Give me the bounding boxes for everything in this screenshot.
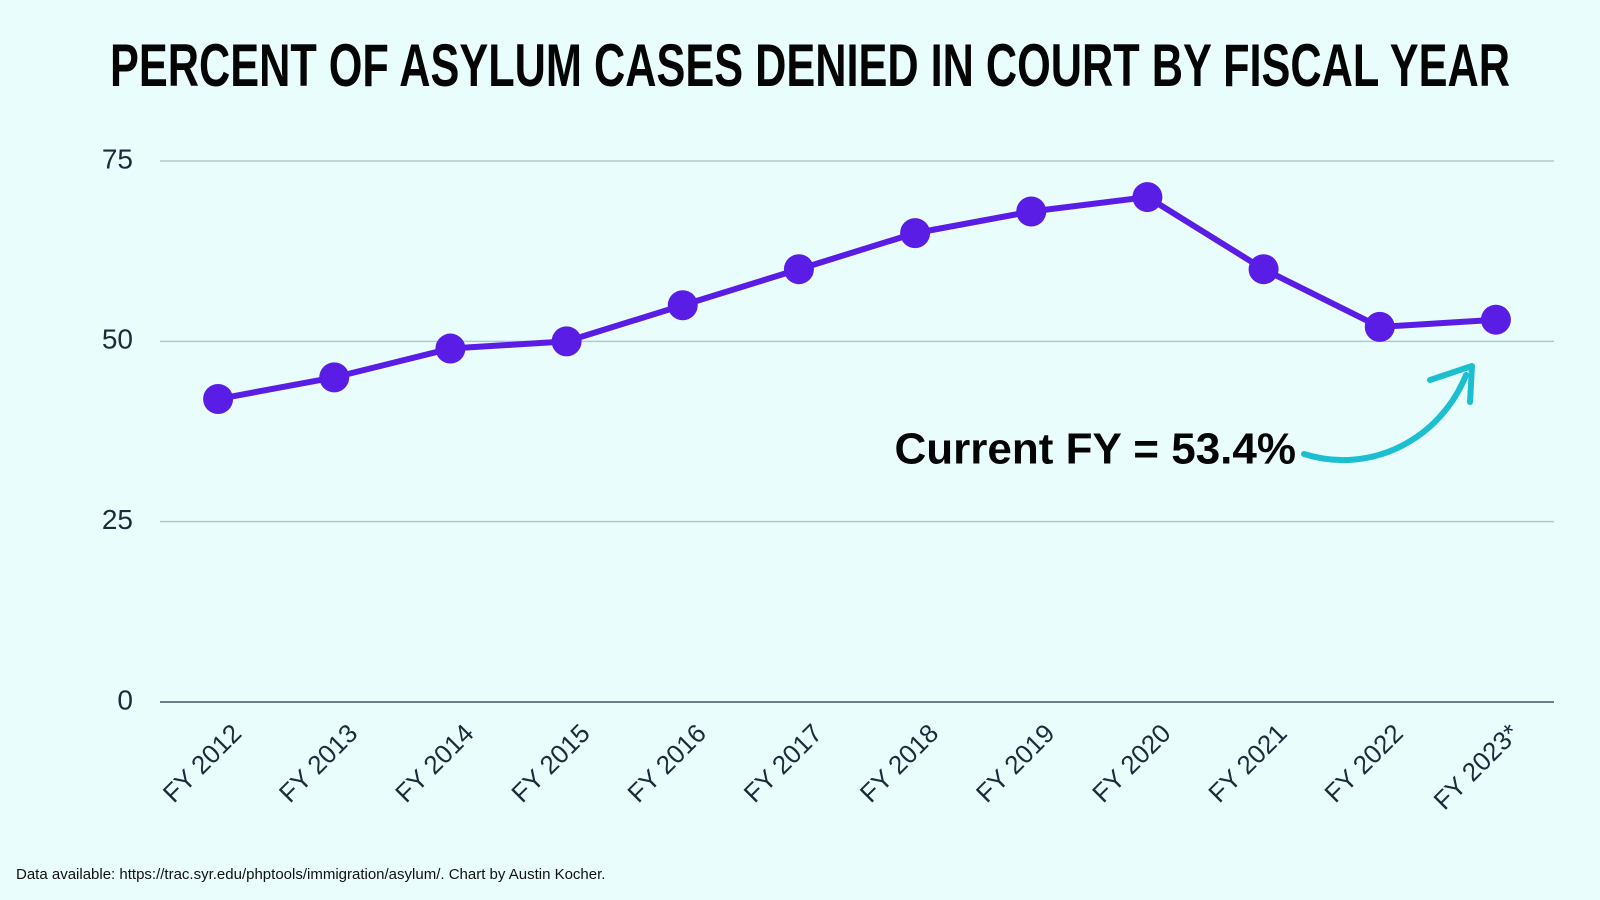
x-tick-label: FY 2017 (738, 718, 828, 808)
x-tick-label: FY 2016 (621, 718, 711, 808)
data-point (551, 326, 582, 357)
x-tick-label: FY 2013 (273, 718, 363, 808)
x-tick-label: FY 2019 (970, 718, 1060, 808)
y-tick-label: 50 (102, 324, 133, 355)
y-tick-label: 75 (102, 143, 133, 174)
data-point (1132, 182, 1163, 213)
data-point (900, 218, 931, 249)
annotation-arrow (1301, 372, 1469, 464)
x-tick-label: FY 2022 (1318, 718, 1408, 808)
x-tick-label: FY 2020 (1086, 718, 1176, 808)
data-point (1480, 304, 1511, 335)
data-point (203, 384, 234, 415)
x-tick-label: FY 2014 (389, 718, 479, 808)
data-point (435, 333, 466, 364)
annotation-arrowhead (1427, 363, 1475, 405)
data-point (1248, 254, 1279, 285)
x-tick-label: FY 2021 (1202, 718, 1292, 808)
y-tick-label: 25 (102, 504, 133, 535)
x-tick-label: FY 2023* (1427, 718, 1525, 816)
data-point (1016, 196, 1047, 227)
data-point (319, 362, 350, 393)
source-note: Data available: https://trac.syr.edu/php… (16, 866, 605, 883)
chart-title: PERCENT OF ASYLUM CASES DENIED IN COURT … (110, 32, 1510, 99)
y-tick-label: 0 (117, 684, 133, 715)
x-tick-label: FY 2012 (157, 718, 247, 808)
x-tick-label: FY 2018 (854, 718, 944, 808)
data-line (217, 194, 1497, 402)
data-point (1364, 311, 1395, 342)
annotation: Current FY = 53.4% (895, 425, 1296, 474)
data-point (667, 290, 698, 321)
x-tick-label: FY 2015 (505, 718, 595, 808)
data-point (783, 254, 814, 285)
